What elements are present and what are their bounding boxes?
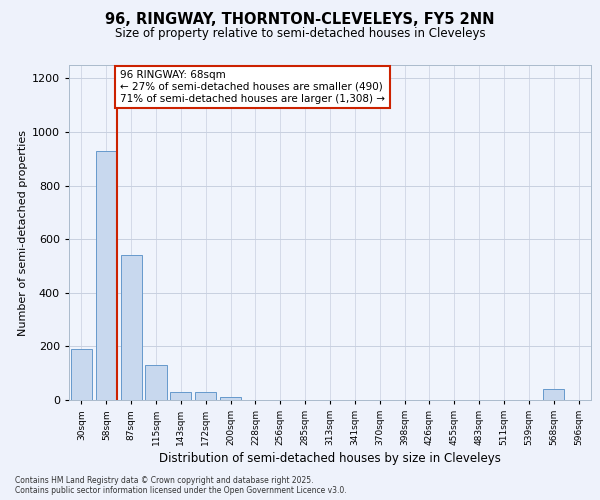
Bar <box>121 256 142 400</box>
Bar <box>195 392 216 400</box>
Y-axis label: Number of semi-detached properties: Number of semi-detached properties <box>17 130 28 336</box>
Text: Contains HM Land Registry data © Crown copyright and database right 2025.
Contai: Contains HM Land Registry data © Crown c… <box>15 476 347 495</box>
Bar <box>170 392 191 400</box>
X-axis label: Distribution of semi-detached houses by size in Cleveleys: Distribution of semi-detached houses by … <box>159 452 501 466</box>
Bar <box>96 151 117 400</box>
Bar <box>220 398 241 400</box>
Text: 96, RINGWAY, THORNTON-CLEVELEYS, FY5 2NN: 96, RINGWAY, THORNTON-CLEVELEYS, FY5 2NN <box>105 12 495 28</box>
Bar <box>71 349 92 400</box>
Bar <box>145 365 167 400</box>
Bar <box>543 390 564 400</box>
Text: Size of property relative to semi-detached houses in Cleveleys: Size of property relative to semi-detach… <box>115 28 485 40</box>
Text: 96 RINGWAY: 68sqm
← 27% of semi-detached houses are smaller (490)
71% of semi-de: 96 RINGWAY: 68sqm ← 27% of semi-detached… <box>120 70 385 104</box>
